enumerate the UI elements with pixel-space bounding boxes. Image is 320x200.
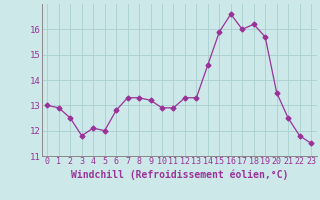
X-axis label: Windchill (Refroidissement éolien,°C): Windchill (Refroidissement éolien,°C) (70, 169, 288, 180)
